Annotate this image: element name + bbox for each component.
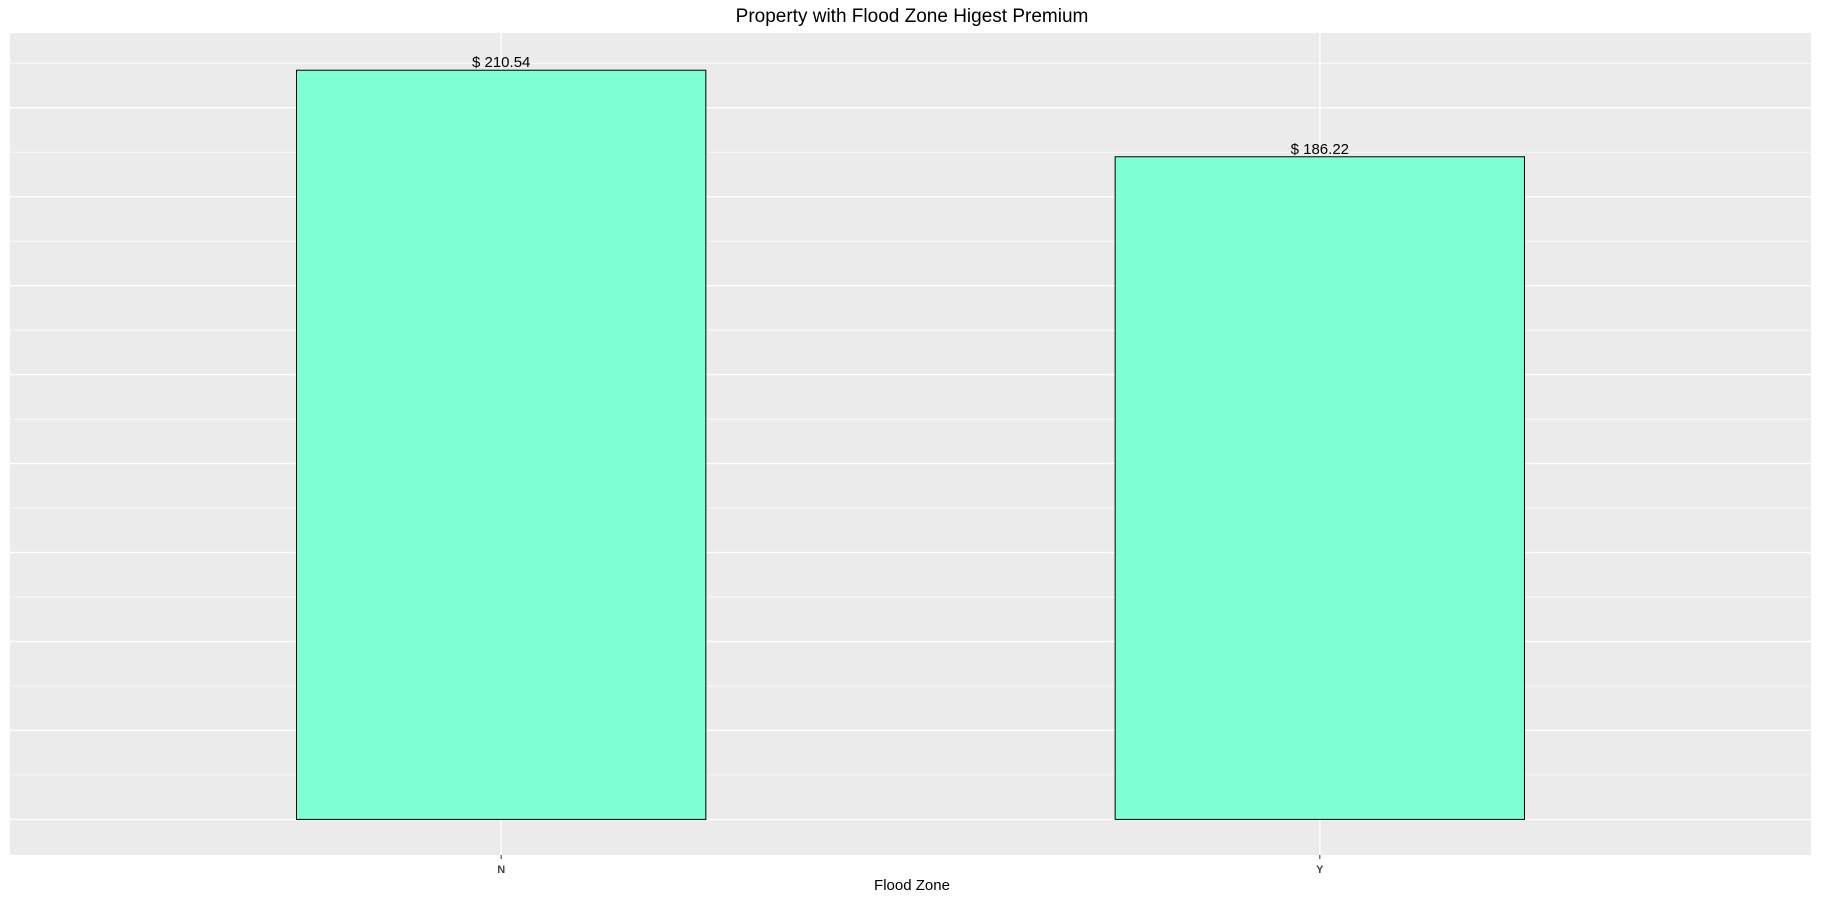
bar-N <box>296 69 707 820</box>
x-tick-label-N: N <box>497 864 505 876</box>
data-labels: $ 210.54 $ 186.22 <box>472 54 1349 158</box>
x-axis-title: Flood Zone <box>874 877 950 894</box>
bar-Y <box>1114 156 1525 820</box>
x-tick-label-Y: Y <box>1316 864 1324 876</box>
bars <box>296 69 1525 820</box>
data-label-Y: $ 186.22 <box>1291 141 1349 158</box>
chart-title: Property with Flood Zone Higest Premium <box>736 6 1089 27</box>
plot-panel <box>10 33 1811 855</box>
data-label-N: $ 210.54 <box>472 54 530 71</box>
